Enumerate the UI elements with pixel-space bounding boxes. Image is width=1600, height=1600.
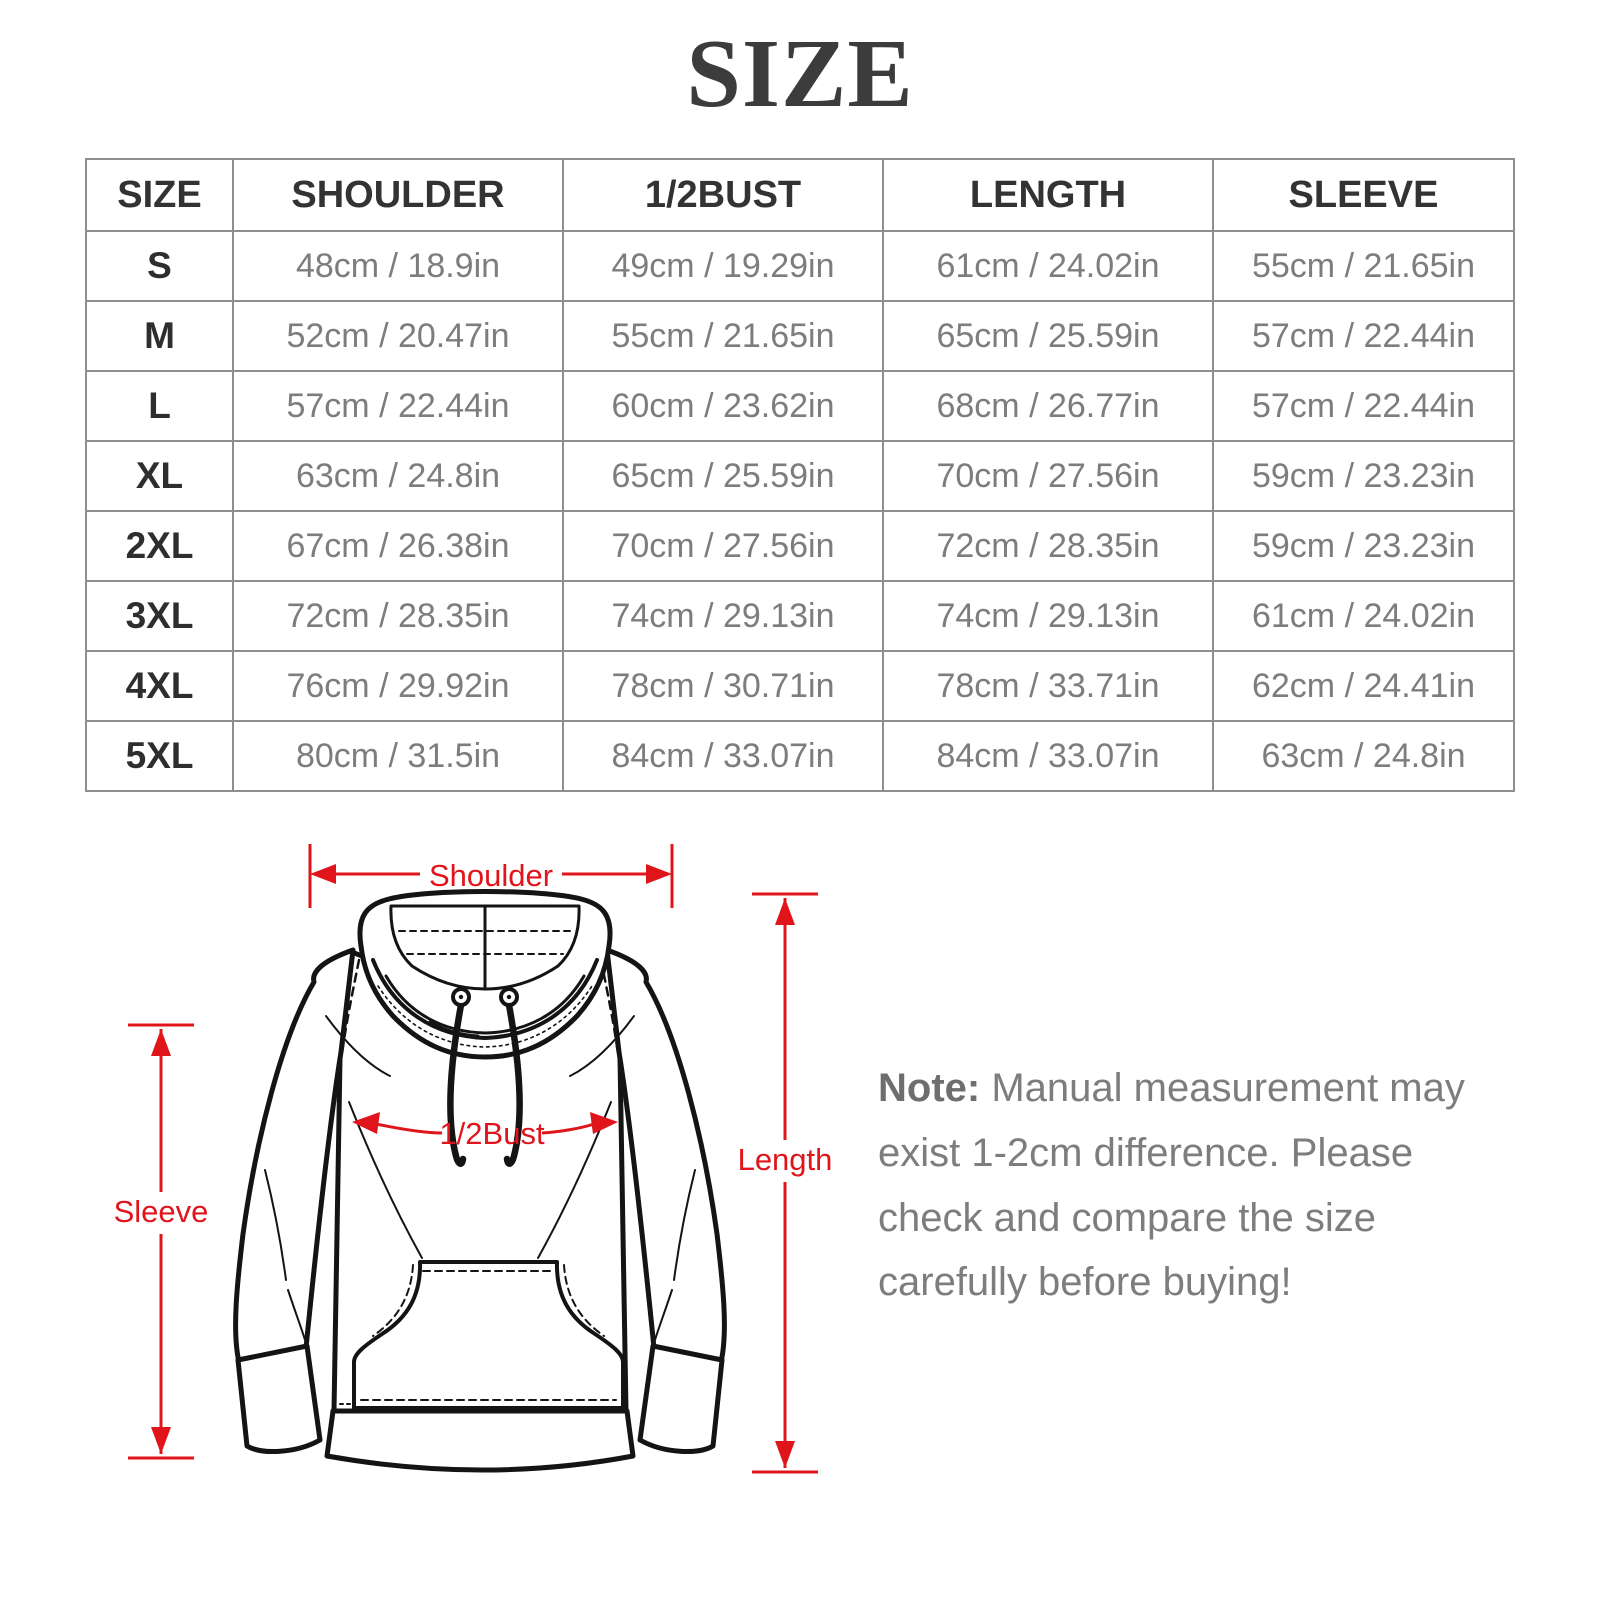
sleeve-value: 59cm / 23.23in	[1212, 440, 1515, 512]
size-label: 2XL	[85, 510, 234, 582]
sleeve-value: 63cm / 24.8in	[1212, 720, 1515, 792]
table-row: S 48cm / 18.9in 49cm / 19.29in 61cm / 24…	[85, 230, 1515, 302]
length-value: 72cm / 28.35in	[882, 510, 1214, 582]
sleeve-value: 62cm / 24.41in	[1212, 650, 1515, 722]
page-title: SIZE	[686, 20, 914, 128]
length-dimension-arrow: Length	[738, 892, 833, 1474]
table-row: M 52cm / 20.47in 55cm / 21.65in 65cm / 2…	[85, 300, 1515, 372]
sleeve-value: 61cm / 24.02in	[1212, 580, 1515, 652]
length-value: 78cm / 33.71in	[882, 650, 1214, 722]
sleeve-value: 59cm / 23.23in	[1212, 510, 1515, 582]
size-label: L	[85, 370, 234, 442]
table-row: XL 63cm / 24.8in 65cm / 25.59in 70cm / 2…	[85, 440, 1515, 512]
bust-value: 78cm / 30.71in	[562, 650, 884, 722]
header-bust: 1/2BUST	[562, 158, 884, 232]
sleeve-value: 57cm / 22.44in	[1212, 300, 1515, 372]
bust-value: 60cm / 23.62in	[562, 370, 884, 442]
size-label: M	[85, 300, 234, 372]
table-row: 3XL 72cm / 28.35in 74cm / 29.13in 74cm /…	[85, 580, 1515, 652]
table-row: 2XL 67cm / 26.38in 70cm / 27.56in 72cm /…	[85, 510, 1515, 582]
bust-value: 84cm / 33.07in	[562, 720, 884, 792]
hoodie-measurement-diagram: Shoulder Sleeve Length 1/2Bust	[114, 844, 833, 1474]
sleeve-value: 55cm / 21.65in	[1212, 230, 1515, 302]
size-label: 4XL	[85, 650, 234, 722]
sleeve-arrow-label: Sleeve	[114, 1194, 209, 1229]
length-value: 74cm / 29.13in	[882, 580, 1214, 652]
hoodie-sketch	[233, 889, 727, 1473]
table-header-row: SIZE SHOULDER 1/2BUST LENGTH SLEEVE	[85, 158, 1515, 232]
bust-value: 70cm / 27.56in	[562, 510, 884, 582]
shoulder-value: 57cm / 22.44in	[232, 370, 564, 442]
shoulder-arrow-label: Shoulder	[429, 858, 553, 893]
length-arrow-label: Length	[738, 1142, 833, 1177]
length-value: 61cm / 24.02in	[882, 230, 1214, 302]
header-size: SIZE	[85, 158, 234, 232]
shoulder-dimension-arrow: Shoulder	[308, 844, 674, 908]
bust-dimension-arrow: 1/2Bust	[352, 1112, 618, 1151]
length-value: 68cm / 26.77in	[882, 370, 1214, 442]
measurement-note: Note: Manual measurement may exist 1-2cm…	[878, 1056, 1478, 1315]
bust-value: 74cm / 29.13in	[562, 580, 884, 652]
size-label: 3XL	[85, 580, 234, 652]
note-text: Manual measurement may exist 1-2cm diffe…	[878, 1066, 1465, 1305]
bust-value: 55cm / 21.65in	[562, 300, 884, 372]
shoulder-value: 63cm / 24.8in	[232, 440, 564, 512]
shoulder-value: 67cm / 26.38in	[232, 510, 564, 582]
note-prefix: Note:	[878, 1066, 981, 1110]
table-row: 4XL 76cm / 29.92in 78cm / 30.71in 78cm /…	[85, 650, 1515, 722]
bust-arrow-label: 1/2Bust	[439, 1116, 545, 1151]
shoulder-value: 52cm / 20.47in	[232, 300, 564, 372]
shoulder-value: 48cm / 18.9in	[232, 230, 564, 302]
shoulder-value: 72cm / 28.35in	[232, 580, 564, 652]
size-label: 5XL	[85, 720, 234, 792]
header-shoulder: SHOULDER	[232, 158, 564, 232]
bust-value: 65cm / 25.59in	[562, 440, 884, 512]
size-chart-table: SIZE SHOULDER 1/2BUST LENGTH SLEEVE S 48…	[85, 158, 1515, 792]
length-value: 65cm / 25.59in	[882, 300, 1214, 372]
header-length: LENGTH	[882, 158, 1214, 232]
shoulder-value: 76cm / 29.92in	[232, 650, 564, 722]
length-value: 84cm / 33.07in	[882, 720, 1214, 792]
sleeve-dimension-arrow: Sleeve	[114, 1023, 209, 1460]
length-value: 70cm / 27.56in	[882, 440, 1214, 512]
sleeve-value: 57cm / 22.44in	[1212, 370, 1515, 442]
shoulder-value: 80cm / 31.5in	[232, 720, 564, 792]
table-row: L 57cm / 22.44in 60cm / 23.62in 68cm / 2…	[85, 370, 1515, 442]
size-label: S	[85, 230, 234, 302]
table-row: 5XL 80cm / 31.5in 84cm / 33.07in 84cm / …	[85, 720, 1515, 792]
header-sleeve: SLEEVE	[1212, 158, 1515, 232]
size-label: XL	[85, 440, 234, 512]
bust-value: 49cm / 19.29in	[562, 230, 884, 302]
